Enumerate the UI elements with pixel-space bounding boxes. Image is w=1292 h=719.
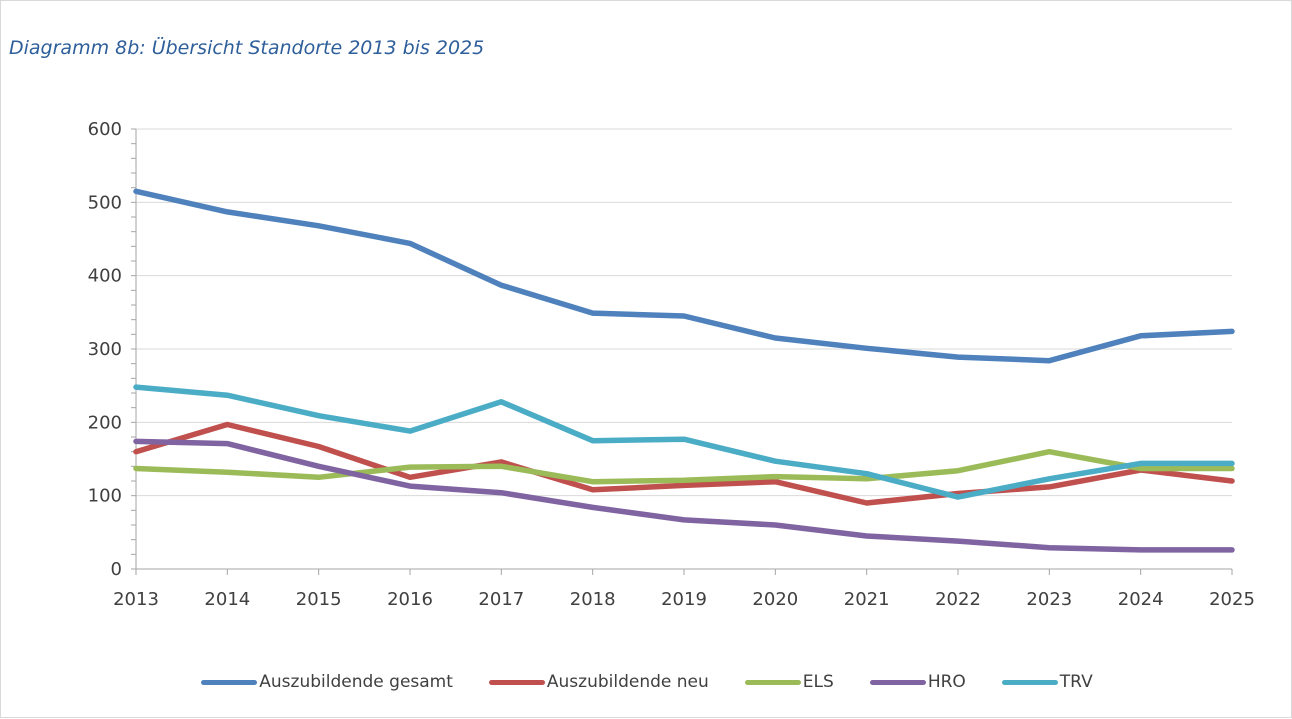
x-tick-label: 2020 xyxy=(752,589,798,610)
legend-item: Auszubildende gesamt xyxy=(201,672,453,692)
x-tick-label: 2017 xyxy=(478,589,524,610)
legend-item: TRV xyxy=(1001,672,1093,692)
legend-label: ELS xyxy=(802,672,834,692)
y-tick-label: 600 xyxy=(88,119,122,140)
legend-label: Auszubildende gesamt xyxy=(259,672,453,692)
legend-label: TRV xyxy=(1059,672,1093,692)
x-tick-label: 2022 xyxy=(935,589,981,610)
y-tick-label: 0 xyxy=(111,559,122,580)
x-tick-label: 2021 xyxy=(844,589,890,610)
x-tick-label: 2015 xyxy=(296,589,342,610)
axes xyxy=(131,128,1233,575)
legend-item: Auszubildende neu xyxy=(488,672,709,692)
x-tick-labels: 2013 2014 2015 2016 2017 2018 2019 2020 2021 2022… xyxy=(113,589,1255,610)
x-tick-label: 2019 xyxy=(661,589,707,610)
legend: Auszubildende gesamt Auszubildende neu ELS… xyxy=(1,672,1292,692)
chart-title: Diagramm 8b: Übersicht Standorte 2013 bi… xyxy=(9,37,485,59)
y-tick-label: 500 xyxy=(88,192,122,213)
y-tick-label: 300 xyxy=(88,339,122,360)
x-tick-label: 2023 xyxy=(1026,589,1072,610)
x-tick-label: 2025 xyxy=(1209,589,1255,610)
series-line-auszubildende-neu xyxy=(133,421,1235,506)
legend-swatch xyxy=(869,679,926,685)
x-tick-label: 2016 xyxy=(387,589,433,610)
series-line-trv xyxy=(133,384,1235,500)
legend-swatch xyxy=(488,679,545,685)
series-line-els xyxy=(133,448,1235,485)
legend-label: HRO xyxy=(927,672,966,692)
series-line-hro xyxy=(133,438,1235,553)
x-tick-label: 2024 xyxy=(1118,589,1164,610)
legend-item: ELS xyxy=(744,672,834,692)
y-tick-label: 200 xyxy=(88,412,122,433)
series-lines xyxy=(133,188,1235,553)
y-tick-label: 400 xyxy=(88,266,122,287)
x-tick-label: 2013 xyxy=(113,589,159,610)
y-tick-label: 100 xyxy=(88,486,122,507)
legend-swatch xyxy=(201,679,258,685)
x-tick-label: 2014 xyxy=(204,589,250,610)
legend-label: Auszubildende neu xyxy=(546,672,709,692)
legend-item: HRO xyxy=(869,672,966,692)
x-tick-label: 2018 xyxy=(570,589,616,610)
legend-swatch xyxy=(744,679,801,685)
series-line-auszubildende-gesamt xyxy=(133,188,1235,364)
y-tick-labels: 0 100 200 300 400 500 600 xyxy=(88,119,122,580)
gridlines xyxy=(136,128,1232,497)
legend-swatch xyxy=(1001,679,1058,685)
